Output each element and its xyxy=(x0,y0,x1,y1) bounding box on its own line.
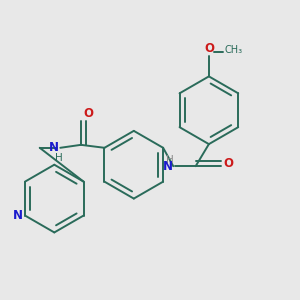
Text: N: N xyxy=(13,209,22,222)
Text: CH₃: CH₃ xyxy=(224,45,242,55)
Text: N: N xyxy=(49,141,59,154)
Text: H: H xyxy=(166,155,173,165)
Text: N: N xyxy=(163,160,173,173)
Text: O: O xyxy=(204,42,214,55)
Text: O: O xyxy=(84,107,94,120)
Text: O: O xyxy=(223,157,233,170)
Text: H: H xyxy=(55,153,63,163)
